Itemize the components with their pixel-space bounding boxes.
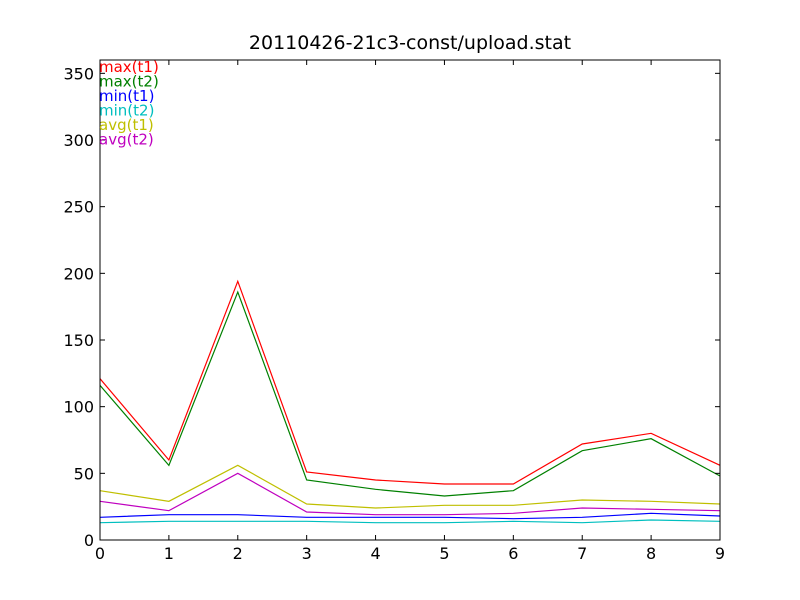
y-tick-label: 200 — [63, 264, 94, 283]
y-tick-label: 350 — [63, 64, 94, 83]
y-tick-label: 50 — [74, 464, 94, 483]
legend-entry: avg(t2) — [99, 131, 154, 149]
series-line-min-t2 — [99, 519, 721, 524]
x-tick-label: 2 — [233, 544, 243, 563]
x-tick-label: 9 — [715, 544, 725, 563]
y-tick-label: 250 — [63, 198, 94, 217]
x-tick-label: 0 — [95, 544, 105, 563]
series-line-max-t1 — [99, 279, 721, 485]
x-tick-label: 6 — [508, 544, 518, 563]
x-tick-label: 7 — [577, 544, 587, 563]
y-tick-label: 300 — [63, 131, 94, 150]
y-axis: 0 50 100 150 200 250 300 350 — [63, 64, 720, 550]
y-tick-label: 100 — [63, 398, 94, 417]
plot-frame — [99, 59, 721, 541]
x-tick-label: 4 — [370, 544, 380, 563]
series-line-avg-t1 — [99, 464, 721, 509]
x-tick-label: 3 — [302, 544, 312, 563]
legend-entry: max(t2) — [99, 73, 159, 91]
series-line-min-t1 — [99, 512, 721, 520]
x-tick-label: 5 — [439, 544, 449, 563]
legend-entry: avg(t1) — [99, 116, 154, 134]
legend: max(t1)max(t2)min(t1)min(t2)avg(t1)avg(t… — [99, 58, 159, 149]
series-line-avg-t2 — [99, 472, 721, 516]
chart-title: 20110426-21c3-const/upload.stat — [249, 32, 571, 54]
y-tick-label: 0 — [84, 531, 94, 550]
x-tick-label: 1 — [164, 544, 174, 563]
legend-entry: max(t1) — [99, 58, 159, 76]
x-tick-label: 8 — [646, 544, 656, 563]
y-tick-label: 150 — [63, 331, 94, 350]
x-axis: 0 1 2 3 4 5 6 7 8 9 — [95, 60, 725, 563]
series-layer — [99, 279, 721, 524]
legend-entry: min(t2) — [99, 102, 154, 120]
legend-entry: min(t1) — [99, 87, 154, 105]
series-line-max-t2 — [99, 290, 721, 497]
